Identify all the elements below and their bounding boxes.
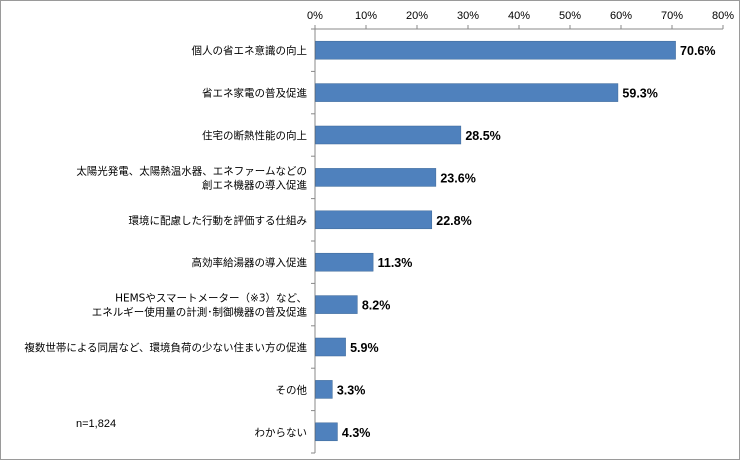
x-tick-label: 30% <box>457 10 479 22</box>
category-label: 複数世帯による同居など、環境負荷の少ない住まい方の促進 <box>24 341 307 354</box>
x-tick-label: 70% <box>661 10 683 22</box>
category-label-line: 複数世帯による同居など、環境負荷の少ない住まい方の促進 <box>24 341 307 354</box>
category-label-line: その他 <box>276 383 308 396</box>
category-label: その他 <box>276 383 308 396</box>
category-label-line: 創エネ機器の導入促進 <box>202 178 307 191</box>
bar <box>315 210 433 230</box>
category-label-line: 省エネ家電の普及促進 <box>202 87 307 100</box>
bar-value-label: 11.3% <box>378 256 413 270</box>
category-label-line: エネルギー使用量の計測･制御機器の普及促進 <box>92 306 308 319</box>
x-tick-label: 10% <box>355 10 377 22</box>
bar-value-label: 4.3% <box>342 426 371 440</box>
bar-value-label: 3.3% <box>337 383 366 397</box>
category-label-line: HEMSやスマートメーター（※3）など、 <box>115 293 307 305</box>
category-label: HEMSやスマートメーター（※3）など、エネルギー使用量の計測･制御機器の普及促… <box>92 293 308 319</box>
bar-value-label: 23.6% <box>440 171 475 185</box>
category-label: 個人の省エネ意識の向上 <box>192 44 308 57</box>
bar <box>315 125 462 145</box>
bar-value-label: 5.9% <box>350 341 379 355</box>
bar-value-label: 70.6% <box>680 44 715 58</box>
x-tick-label: 60% <box>610 10 632 22</box>
category-label: 省エネ家電の普及促進 <box>202 87 307 100</box>
bar <box>315 168 437 187</box>
category-label: 環境に配慮した行動を評価する仕組み <box>129 214 308 227</box>
category-labels: 個人の省エネ意識の向上省エネ家電の普及促進住宅の断熱性能の向上太陽光発電、太陽熱… <box>24 44 307 439</box>
x-tick-label: 50% <box>559 10 581 22</box>
category-label-line: 住宅の断熱性能の向上 <box>202 129 307 142</box>
bar <box>315 380 333 399</box>
x-tick-label: 0% <box>307 10 323 22</box>
category-label-line: 高効率給湯器の導入促進 <box>192 256 308 269</box>
bar <box>315 40 676 60</box>
bar-value-label: 59.3% <box>622 87 657 101</box>
x-tick-label: 40% <box>508 10 530 22</box>
category-label: 住宅の断熱性能の向上 <box>202 129 307 142</box>
category-label-line: 太陽光発電、太陽熱温水器、エネファームなどの <box>76 164 307 177</box>
x-tick-label: 20% <box>406 10 428 22</box>
sample-size-note: n=1,824 <box>76 418 116 430</box>
category-label-line: わからない <box>255 427 308 439</box>
bar-value-label: 28.5% <box>465 129 500 143</box>
category-label: 高効率給湯器の導入促進 <box>192 256 308 269</box>
bar <box>315 83 619 102</box>
bar-series: 70.6% 59.3% 28.5% 23.6% 22.8% 11.3% 8.2% 5.9% 3.… <box>315 40 716 442</box>
x-tick-label: 80% <box>712 10 734 22</box>
bar-value-label: 8.2% <box>362 299 391 313</box>
bar <box>315 295 358 314</box>
bar <box>315 422 338 442</box>
x-axis: 0% 10% 20% 30% 40% 50% 60% 70% 80% <box>307 10 734 454</box>
category-label: わからない <box>255 427 308 439</box>
category-label-line: 個人の省エネ意識の向上 <box>192 44 308 57</box>
category-label: 太陽光発電、太陽熱温水器、エネファームなどの創エネ機器の導入促進 <box>76 164 307 191</box>
bar <box>315 337 346 357</box>
bar <box>315 252 374 272</box>
category-label-line: 環境に配慮した行動を評価する仕組み <box>129 214 308 227</box>
bar-value-label: 22.8% <box>436 214 471 228</box>
